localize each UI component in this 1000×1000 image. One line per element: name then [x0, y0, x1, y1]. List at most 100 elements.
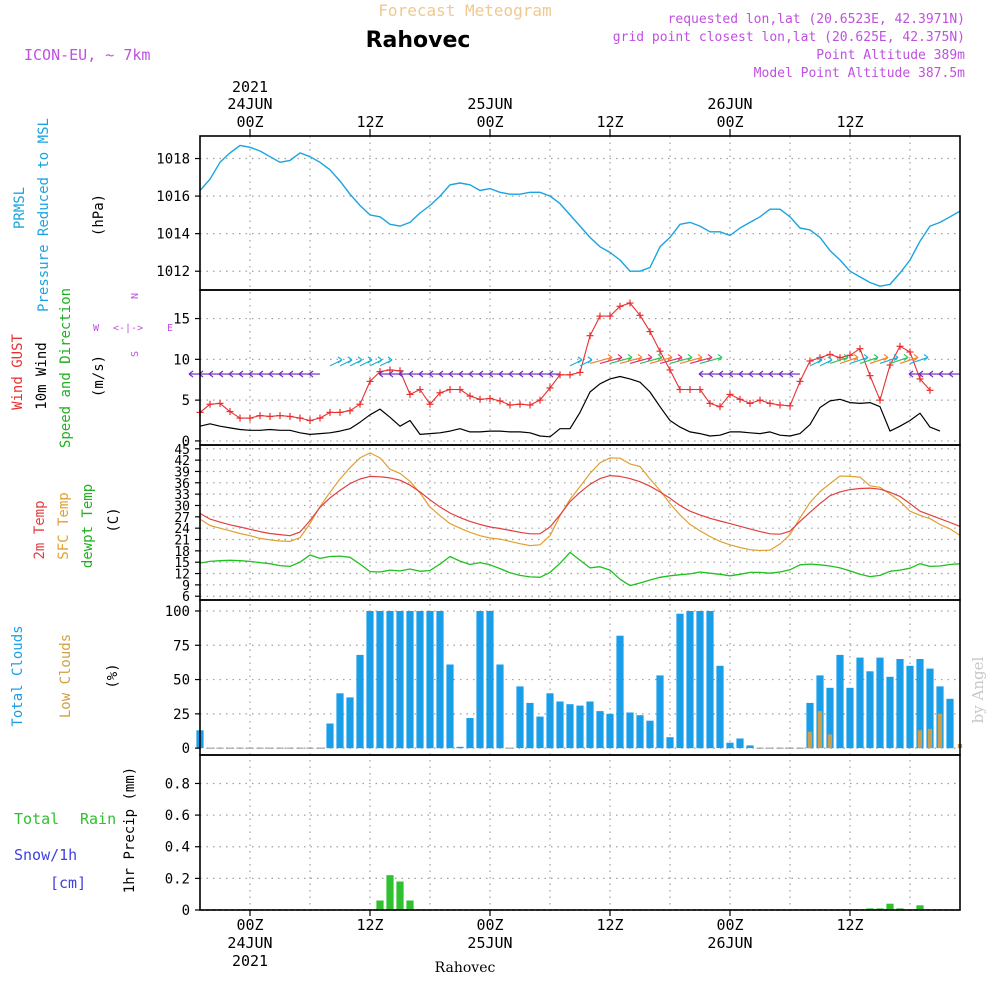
wind-direction-arrow: [508, 370, 520, 378]
arrow-head-a: [827, 356, 833, 361]
arrow-head-a: [687, 353, 693, 358]
gust-marker: [366, 377, 374, 385]
arrow-head-b: [478, 373, 484, 378]
bottom-hour-label: 00Z: [716, 916, 743, 934]
wind-direction-arrow: [408, 370, 420, 378]
arrow-head-a: [617, 353, 623, 358]
cloud-bar: [746, 745, 754, 749]
cloud-bar: [436, 611, 444, 749]
wind-direction-arrow: [879, 353, 899, 364]
arrow-head-b: [518, 373, 524, 378]
gust-marker: [416, 386, 424, 394]
gust-marker: [586, 332, 594, 340]
arrow-head-b: [388, 373, 394, 378]
precip-label-total: Total: [14, 810, 59, 828]
gust-marker: [686, 386, 694, 394]
arrow-head-a: [707, 353, 713, 358]
gust-marker: [736, 395, 744, 403]
arrow-head-a: [883, 353, 889, 358]
wind-label-gust: Wind GUST: [10, 334, 26, 410]
gust-marker: [866, 372, 874, 380]
cloud-bar: [946, 698, 954, 749]
low-cloud-bar: [937, 713, 943, 749]
arrow-head-b: [883, 356, 889, 361]
gust-marker: [466, 392, 474, 400]
arrow-head-b: [538, 373, 544, 378]
arrow-shaft: [639, 356, 663, 364]
bottom-date-label: 25JUN: [467, 934, 512, 952]
wind-direction-arrow: [378, 370, 390, 378]
wind-direction-arrow: [738, 370, 750, 378]
wind-direction-arrow: [359, 356, 373, 367]
arrow-head-b: [718, 373, 724, 378]
wind-direction-arrow: [649, 353, 673, 364]
arrow-head-a: [788, 370, 794, 375]
wind-direction-arrow: [528, 370, 540, 378]
arrow-head-a: [408, 370, 414, 375]
gust-marker: [666, 366, 674, 374]
top-year-label: 2021: [232, 78, 268, 96]
wind-direction-arrow: [728, 370, 740, 378]
arrow-shaft: [889, 356, 909, 364]
gust-marker: [876, 396, 884, 404]
arrow-head-a: [637, 353, 643, 358]
cloud-bar: [416, 611, 424, 749]
low-cloud-bar: [827, 734, 833, 749]
arrow-head-a: [418, 370, 424, 375]
arrow-head-b: [498, 373, 504, 378]
arrow-head-b: [908, 373, 914, 378]
bottom-year-label: 2021: [232, 952, 268, 970]
wind-direction-arrow: [268, 370, 280, 378]
arrow-head-a: [728, 370, 734, 375]
gust-marker: [826, 350, 834, 358]
arrow-head-a: [518, 370, 524, 375]
arrow-head-b: [827, 359, 833, 364]
wind-direction-arrow: [458, 370, 470, 378]
wind-direction-arrow: [748, 370, 760, 378]
cloud-bar: [556, 701, 564, 749]
panel-frame-temp: [199, 444, 961, 601]
arrow-head-a: [768, 370, 774, 375]
wind-direction-arrow: [918, 370, 930, 378]
gust-marker: [896, 342, 904, 350]
arrow-head-a: [208, 370, 214, 375]
wind-direction-arrow: [369, 356, 383, 367]
cloud-bar: [666, 737, 674, 749]
top-hour-label: 00Z: [476, 113, 503, 131]
y-tick-label-pressure: 1014: [156, 227, 190, 243]
arrow-head-b: [778, 373, 784, 378]
wind-direction-arrow: [589, 353, 613, 364]
y-tick-label-clouds: 50: [173, 673, 190, 689]
cloud-bar: [456, 746, 464, 749]
point-altitude: Point Altitude 389m: [816, 48, 965, 63]
arrow-head-b: [508, 373, 514, 378]
cloud-bar: [896, 659, 904, 749]
arrow-head-a: [508, 370, 514, 375]
gust-marker: [276, 412, 284, 420]
arrow-head-a: [918, 370, 924, 375]
arrow-head-b: [913, 356, 919, 361]
arrow-head-b: [337, 359, 343, 364]
gust-marker: [526, 401, 534, 409]
arrow-head-a: [268, 370, 274, 375]
wind-direction-arrow: [228, 370, 240, 378]
y-tick-label-precip: 0.8: [165, 776, 190, 792]
cloud-bar: [846, 687, 854, 749]
cloud-bar: [426, 611, 434, 749]
gust-marker: [536, 396, 544, 404]
arrow-head-b: [438, 373, 444, 378]
footer-location: Rahovec: [435, 960, 496, 976]
arrow-head-a: [488, 370, 494, 375]
cloud-bar: [826, 687, 834, 749]
gust-marker: [656, 347, 664, 355]
arrow-head-b: [577, 359, 583, 364]
clouds-label-total: Total Clouds: [10, 625, 26, 726]
wind-label-speed-dir: Speed and Direction: [58, 288, 74, 448]
cloud-bar: [586, 701, 594, 749]
arrow-head-a: [853, 353, 859, 358]
cloud-bar: [536, 716, 544, 749]
cloud-bar: [336, 693, 344, 749]
gust-marker: [556, 371, 564, 379]
arrow-head-b: [248, 373, 254, 378]
gust-marker: [646, 328, 654, 336]
